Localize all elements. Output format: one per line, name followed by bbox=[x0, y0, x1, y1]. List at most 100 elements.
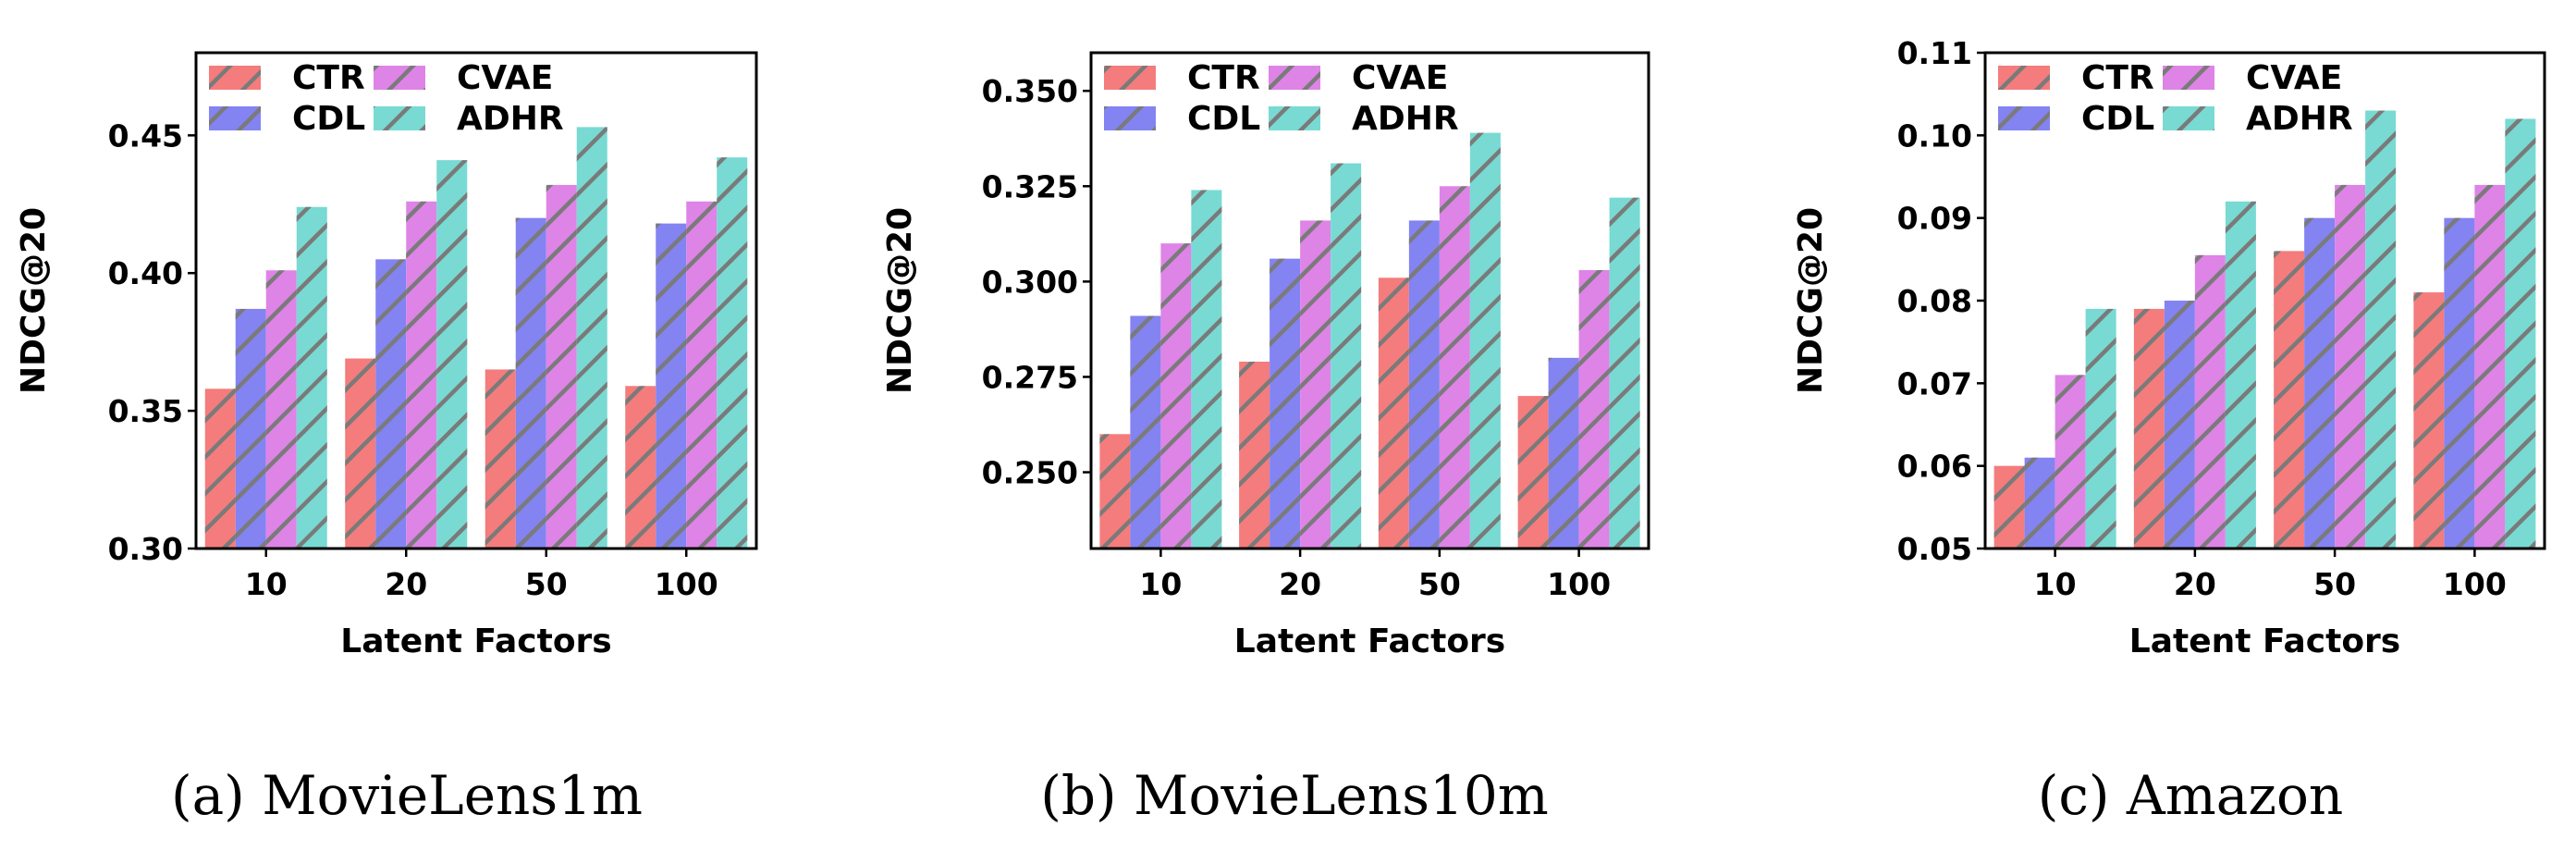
x-tick-label: 20 bbox=[1279, 566, 1321, 602]
x-tick-label: 100 bbox=[655, 566, 718, 602]
bar-adhr-100 bbox=[1609, 197, 1640, 549]
legend-item-adhr: ADHR bbox=[2163, 100, 2353, 138]
legend-label: ADHR bbox=[2246, 100, 2353, 138]
y-tick-label: 0.06 bbox=[1897, 449, 1972, 485]
y-tick-label: 0.09 bbox=[1897, 201, 1972, 237]
figure-caption: (c) Amazon bbox=[2038, 764, 2343, 827]
x-tick-label: 50 bbox=[1418, 566, 1461, 602]
bar-adhr-100 bbox=[717, 157, 748, 549]
legend-item-cvae: CVAE bbox=[2163, 59, 2342, 97]
legend-item-cvae: CVAE bbox=[374, 59, 553, 97]
y-axis-label: NDCG@20 bbox=[15, 207, 53, 394]
y-tick-label: 0.300 bbox=[982, 264, 1078, 300]
y-tick-label: 0.250 bbox=[982, 455, 1078, 491]
bar-ctr-20 bbox=[345, 358, 376, 549]
x-tick-label: 50 bbox=[2313, 566, 2356, 602]
bar-cvae-100 bbox=[2474, 184, 2506, 549]
legend-item-adhr: ADHR bbox=[1269, 100, 1459, 138]
x-axis-label: Latent Factors bbox=[1234, 623, 1505, 660]
bar-cdl-100 bbox=[656, 223, 687, 549]
bar-adhr-20 bbox=[1331, 163, 1362, 549]
bar-ctr-50 bbox=[485, 369, 516, 549]
chart-panel-1: 0.30 0.35 0.40 0.45 10 20 50 100 Latent Factors N… bbox=[15, 51, 758, 827]
x-tick-label: 20 bbox=[2174, 566, 2216, 602]
plot-frame bbox=[1983, 51, 2546, 550]
bar-adhr-50 bbox=[1469, 132, 1501, 549]
legend-label: ADHR bbox=[1352, 100, 1459, 138]
bar-cvae-10 bbox=[2055, 375, 2086, 549]
bar-ctr-100 bbox=[1517, 396, 1549, 549]
bar-cvae-20 bbox=[1300, 220, 1331, 549]
bar-adhr-20 bbox=[436, 160, 468, 549]
legend-label: CTR bbox=[2081, 59, 2154, 97]
y-tick-label: 0.45 bbox=[108, 117, 183, 154]
figure-caption: (a) MovieLens1m bbox=[171, 764, 643, 827]
bar-ctr-20 bbox=[1239, 361, 1270, 549]
bar-adhr-10 bbox=[2085, 308, 2116, 549]
y-tick-label: 0.07 bbox=[1897, 365, 1972, 401]
bar-cdl-10 bbox=[1130, 315, 1161, 549]
bar-cvae-50 bbox=[1439, 186, 1470, 549]
legend-item-ctr: CTR bbox=[1998, 59, 2154, 97]
legend-label: CVAE bbox=[457, 59, 553, 97]
bar-cvae-10 bbox=[1160, 243, 1192, 549]
legend-label: CVAE bbox=[1352, 59, 1448, 97]
x-tick-label: 20 bbox=[385, 566, 427, 602]
bar-cvae-100 bbox=[1578, 270, 1610, 549]
y-tick-label: 0.325 bbox=[982, 168, 1078, 204]
x-axis-label: Latent Factors bbox=[340, 623, 611, 660]
legend-item-cdl: CDL bbox=[209, 100, 365, 138]
legend-label: CTR bbox=[1187, 59, 1260, 97]
y-axis-label: NDCG@20 bbox=[881, 207, 919, 394]
legend-label: CTR bbox=[292, 59, 365, 97]
x-tick-label: 50 bbox=[525, 566, 568, 602]
x-tick-label: 10 bbox=[245, 566, 288, 602]
bar-ctr-100 bbox=[2413, 292, 2445, 549]
legend-label: CDL bbox=[292, 100, 365, 138]
bar-cvae-50 bbox=[2335, 184, 2366, 549]
bar-cdl-50 bbox=[2304, 217, 2336, 549]
plot-frame bbox=[1089, 51, 1650, 550]
y-tick-label: 0.10 bbox=[1897, 117, 1972, 154]
bar-adhr-50 bbox=[576, 127, 607, 549]
x-tick-label: 10 bbox=[2034, 566, 2077, 602]
figure-caption: (b) MovieLens10m bbox=[1040, 764, 1549, 827]
bar-ctr-10 bbox=[1993, 465, 2025, 549]
bar-cvae-10 bbox=[265, 270, 297, 549]
legend-label: CDL bbox=[2081, 100, 2154, 138]
bar-cvae-20 bbox=[406, 201, 437, 549]
bar-cdl-20 bbox=[375, 259, 407, 549]
y-tick-label: 0.350 bbox=[982, 73, 1078, 109]
bar-ctr-50 bbox=[1378, 278, 1409, 549]
legend-item-cdl: CDL bbox=[1104, 100, 1260, 138]
legend-item-cvae: CVAE bbox=[1269, 59, 1448, 97]
legend-item-cdl: CDL bbox=[1998, 100, 2154, 138]
y-tick-label: 0.30 bbox=[108, 531, 183, 567]
y-tick-label: 0.275 bbox=[982, 359, 1078, 395]
bar-cdl-100 bbox=[1548, 357, 1579, 549]
bar-adhr-50 bbox=[2365, 110, 2397, 549]
bar-cvae-50 bbox=[546, 184, 577, 549]
y-tick-label: 0.05 bbox=[1897, 531, 1972, 567]
bar-cdl-10 bbox=[235, 308, 266, 549]
y-tick-label: 0.40 bbox=[108, 255, 183, 291]
y-axis-label: NDCG@20 bbox=[1792, 207, 1830, 394]
chart-panel-2: 0.250 0.275 0.300 0.325 0.350 10 20 50 100 Latent… bbox=[881, 51, 1650, 827]
x-axis-label: Latent Factors bbox=[2129, 623, 2400, 660]
legend-item-adhr: ADHR bbox=[374, 100, 564, 138]
y-tick-label: 0.11 bbox=[1897, 35, 1972, 71]
bar-cdl-10 bbox=[2024, 457, 2055, 549]
legend-item-ctr: CTR bbox=[209, 59, 365, 97]
bar-ctr-100 bbox=[625, 386, 656, 549]
bar-cvae-20 bbox=[2194, 254, 2226, 549]
bar-cdl-20 bbox=[2164, 301, 2195, 549]
bar-adhr-10 bbox=[1191, 190, 1222, 549]
bar-cdl-100 bbox=[2444, 217, 2475, 549]
bar-cdl-20 bbox=[1270, 258, 1301, 549]
bar-cvae-100 bbox=[686, 201, 718, 549]
bar-cdl-50 bbox=[1408, 220, 1440, 549]
bar-adhr-10 bbox=[296, 206, 327, 549]
